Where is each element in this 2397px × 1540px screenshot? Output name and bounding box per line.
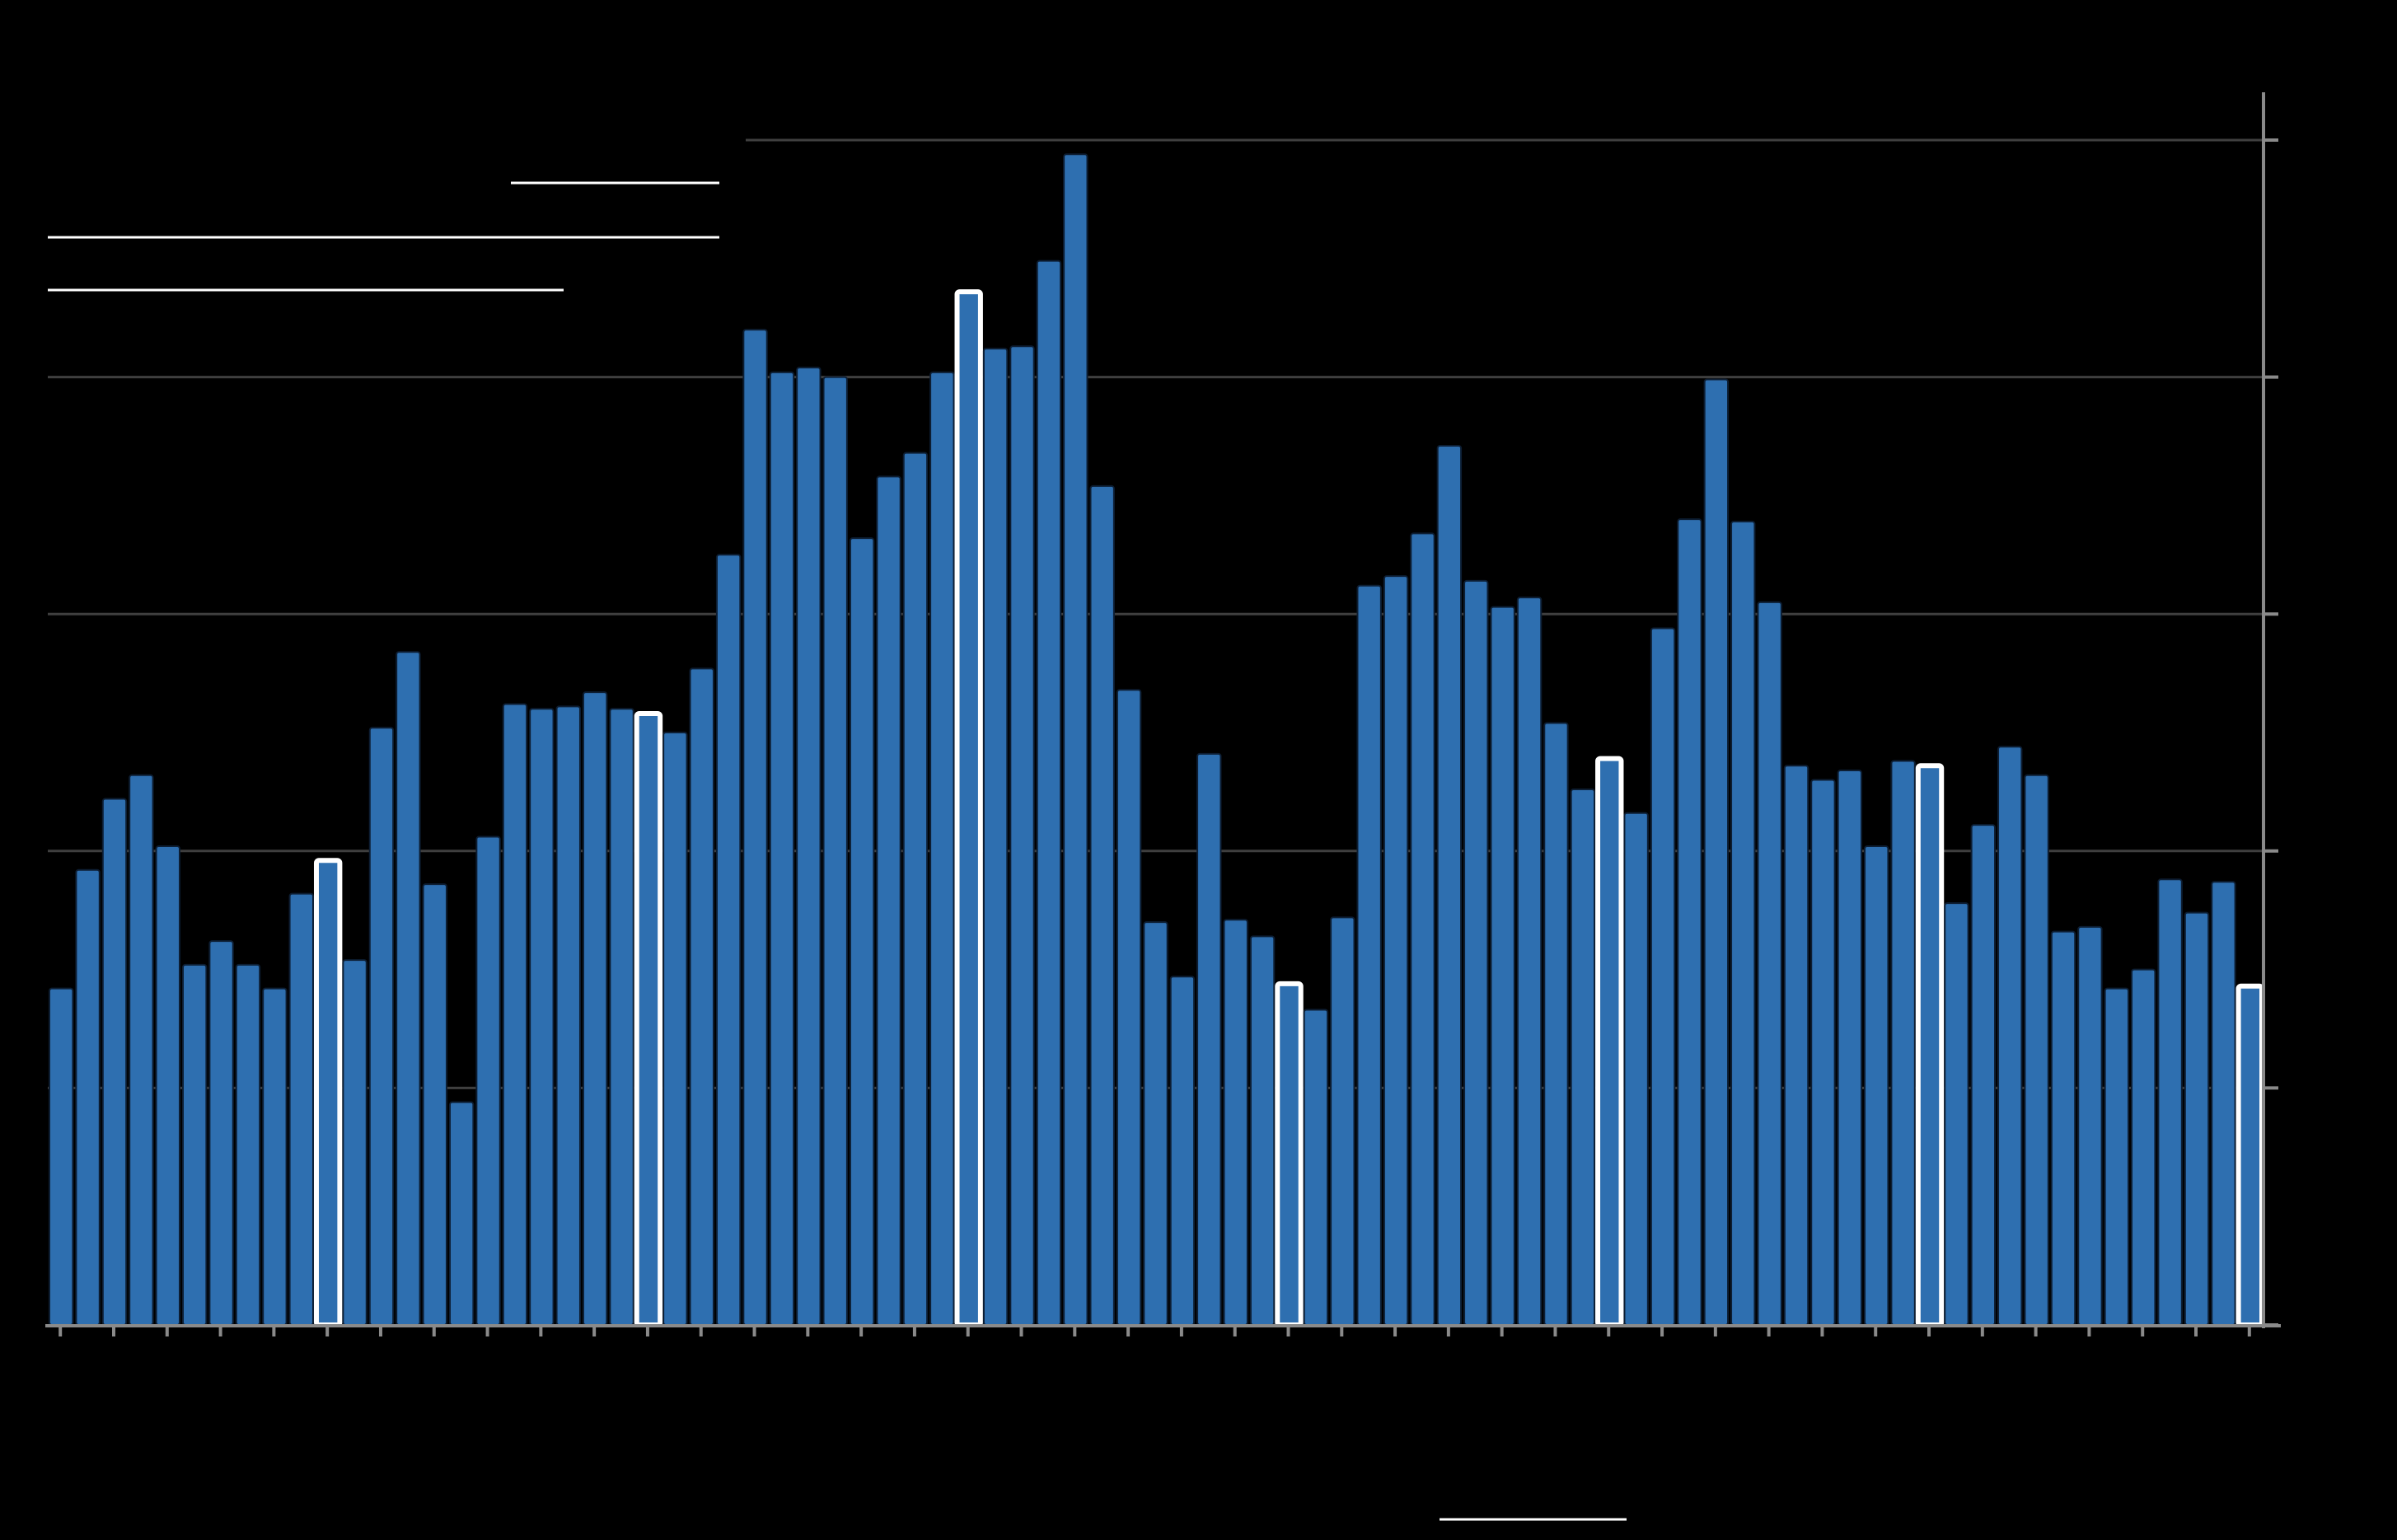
bar <box>1089 484 1115 1326</box>
bar <box>876 475 901 1327</box>
bar <box>1410 532 1435 1326</box>
bar <box>75 868 101 1326</box>
bars <box>49 153 2264 1328</box>
bar <box>1623 812 1649 1326</box>
bar <box>982 348 1009 1326</box>
bar <box>502 703 528 1326</box>
bar <box>1063 153 1088 1327</box>
bar <box>742 329 768 1327</box>
bar <box>1116 689 1142 1326</box>
bar <box>2184 911 2210 1327</box>
bar <box>1730 521 1756 1326</box>
bar <box>101 798 128 1326</box>
bar <box>849 537 875 1326</box>
bar <box>1143 921 1168 1326</box>
bar <box>1890 760 1916 1326</box>
bar <box>1516 597 1543 1326</box>
bar <box>1169 976 1196 1327</box>
legend <box>48 181 1627 1521</box>
bar-highlighted <box>1915 763 1945 1327</box>
bar <box>1436 445 1463 1326</box>
bar <box>1570 789 1596 1326</box>
bar <box>2077 925 2103 1327</box>
bar-highlighted <box>954 289 983 1328</box>
bar-highlighted <box>313 858 343 1327</box>
bar <box>475 836 501 1326</box>
bar <box>262 987 288 1327</box>
bar <box>582 691 608 1326</box>
bar <box>2024 774 2049 1326</box>
bar <box>1543 722 1569 1326</box>
bar <box>929 371 955 1326</box>
bar <box>1196 752 1222 1326</box>
bar <box>796 367 822 1327</box>
bar <box>2157 878 2183 1326</box>
bar-highlighted <box>1275 981 1304 1327</box>
bar <box>2050 930 2076 1326</box>
bar <box>1997 746 2023 1326</box>
bar <box>342 959 368 1326</box>
bar <box>1810 779 1836 1326</box>
bar <box>1356 584 1382 1326</box>
bar <box>902 452 929 1327</box>
axes <box>45 92 2281 1336</box>
bar <box>1944 902 1969 1327</box>
bar <box>1864 845 1889 1326</box>
bar <box>689 667 714 1326</box>
bar <box>181 963 208 1327</box>
bar <box>2211 881 2236 1326</box>
bar <box>1383 575 1409 1326</box>
bar <box>1677 518 1702 1326</box>
bar <box>1650 627 1676 1326</box>
bar <box>235 963 261 1327</box>
bar-highlighted <box>634 710 663 1327</box>
bar <box>2131 968 2156 1326</box>
bar <box>288 892 314 1326</box>
bar <box>1783 765 1809 1326</box>
bar <box>1330 916 1355 1326</box>
bar <box>448 1101 475 1326</box>
bar <box>662 732 688 1326</box>
bar-highlighted <box>2235 983 2264 1328</box>
bar <box>396 651 421 1326</box>
bar <box>555 705 581 1326</box>
bar <box>1009 345 1035 1326</box>
bar <box>1303 1009 1329 1326</box>
bar <box>715 554 742 1326</box>
bar <box>1463 579 1489 1326</box>
bar <box>1249 935 1276 1327</box>
bar <box>1223 919 1248 1326</box>
bar <box>529 708 555 1326</box>
bar <box>49 987 74 1327</box>
bar-highlighted <box>1595 756 1624 1327</box>
bar <box>1036 260 1062 1326</box>
bar <box>769 371 795 1326</box>
bar <box>1837 770 1863 1326</box>
bar <box>129 774 154 1326</box>
bar <box>155 845 180 1326</box>
bar <box>822 376 848 1327</box>
bar <box>1757 601 1782 1326</box>
bar <box>609 708 634 1326</box>
bar <box>1703 378 1730 1327</box>
bar <box>368 727 395 1326</box>
bar <box>208 940 234 1326</box>
bar <box>1970 824 1997 1326</box>
bar <box>1490 606 1515 1326</box>
bar <box>2104 987 2130 1327</box>
bar <box>422 883 447 1326</box>
